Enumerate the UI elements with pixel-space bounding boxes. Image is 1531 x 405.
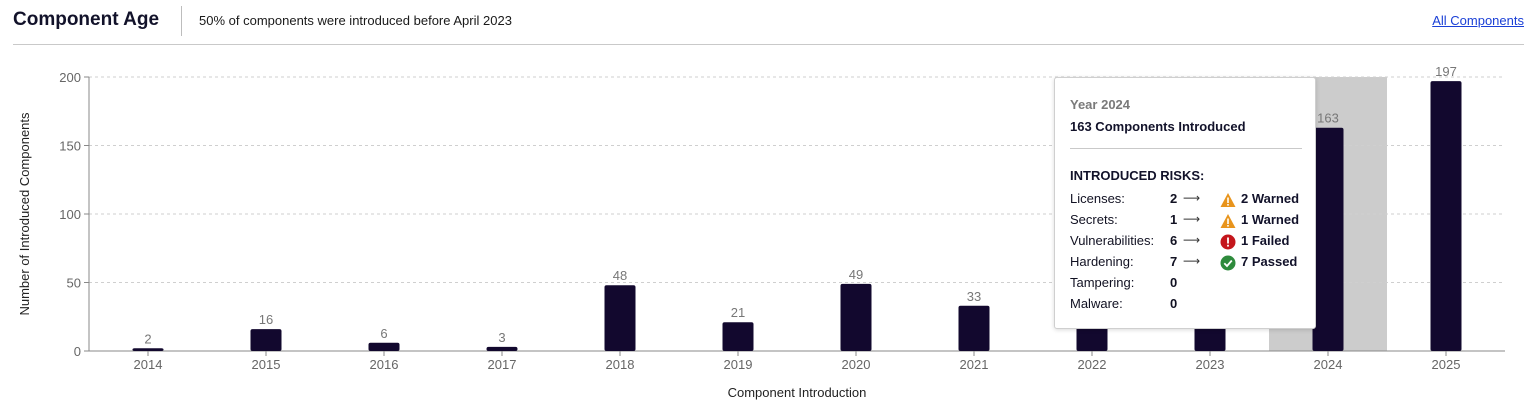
data-label: 2 — [144, 331, 151, 346]
x-tick-label: 2014 — [134, 357, 163, 372]
risk-row-malware: Malware: 0 — [1070, 296, 1310, 314]
arrow-icon: ⟶ — [1183, 191, 1201, 205]
data-label: 163 — [1317, 111, 1339, 126]
y-tick-label: 150 — [59, 139, 81, 154]
risk-row-vulnerabilities: Vulnerabilities: 6 ⟶ 1 Failed — [1070, 233, 1310, 251]
risk-row-hardening: Hardening: 7 ⟶ 7 Passed — [1070, 254, 1310, 272]
risk-row-tampering: Tampering: 0 — [1070, 275, 1310, 293]
risk-row-secrets: Secrets: 1 ⟶ 1 Warned — [1070, 212, 1310, 230]
risk-label: Licenses: — [1070, 191, 1125, 206]
data-label: 3 — [498, 330, 505, 345]
data-label: 16 — [259, 312, 273, 327]
x-tick-label: 2018 — [606, 357, 635, 372]
warning-icon — [1220, 193, 1236, 207]
tooltip-count: 163 Components Introduced — [1070, 119, 1246, 134]
x-axis-title: Component Introduction — [728, 385, 867, 400]
tooltip-divider — [1070, 148, 1302, 149]
bar — [604, 285, 636, 351]
page-title: Component Age — [13, 9, 160, 30]
y-tick-label: 50 — [67, 276, 81, 291]
risk-value: 0 — [1170, 275, 1178, 290]
data-label: 33 — [967, 289, 981, 304]
risk-label: Hardening: — [1070, 254, 1134, 269]
data-label: 6 — [380, 326, 387, 341]
x-tick-label: 2024 — [1314, 357, 1343, 372]
x-tick-label: 2016 — [370, 357, 399, 372]
data-label: 49 — [849, 267, 863, 282]
x-tick-label: 2015 — [252, 357, 281, 372]
header-divider — [181, 6, 182, 36]
page-subtitle: 50% of components were introduced before… — [199, 13, 512, 28]
bar — [1312, 127, 1344, 351]
bar — [486, 346, 518, 351]
risk-result: 1 Warned — [1241, 212, 1300, 227]
bar — [368, 342, 400, 351]
risk-value: 0 — [1170, 296, 1178, 311]
all-components-link[interactable]: All Components — [1432, 13, 1524, 28]
y-tick-label: 100 — [59, 207, 81, 222]
y-axis-title: Number of Introduced Components — [17, 112, 32, 316]
x-tick-label: 2021 — [960, 357, 989, 372]
x-tick-label: 2019 — [724, 357, 753, 372]
data-label: 48 — [613, 268, 627, 283]
risk-row-licenses: Licenses: 2 ⟶ 2 Warned — [1070, 191, 1310, 209]
arrow-icon: ⟶ — [1183, 254, 1201, 268]
x-tick-label: 2022 — [1078, 357, 1107, 372]
risk-result: 2 Warned — [1241, 191, 1300, 206]
risk-value: 7 — [1170, 254, 1178, 269]
error-icon — [1220, 234, 1236, 250]
x-tick-label: 2020 — [842, 357, 871, 372]
risk-result: 1 Failed — [1241, 233, 1290, 248]
bar — [132, 348, 164, 351]
tooltip-risks-heading: INTRODUCED RISKS: — [1070, 168, 1205, 183]
x-tick-label: 2025 — [1432, 357, 1461, 372]
chart-tooltip: Year 2024 163 Components Introduced INTR… — [1054, 77, 1316, 329]
x-tick-label: 2017 — [488, 357, 517, 372]
risk-result: 7 Passed — [1241, 254, 1298, 269]
risk-value: 2 — [1170, 191, 1178, 206]
risk-label: Vulnerabilities: — [1070, 233, 1155, 248]
bar — [250, 329, 282, 351]
x-tick-label: 2023 — [1196, 357, 1225, 372]
risk-label: Malware: — [1070, 296, 1123, 311]
check-icon — [1220, 255, 1236, 271]
arrow-icon: ⟶ — [1183, 212, 1201, 226]
data-label: 197 — [1435, 64, 1457, 79]
risk-label: Secrets: — [1070, 212, 1118, 227]
warning-icon — [1220, 214, 1236, 228]
y-tick-label: 200 — [59, 70, 81, 85]
bar — [840, 283, 872, 351]
data-label: 21 — [731, 305, 745, 320]
bar — [1430, 81, 1462, 352]
risk-value: 6 — [1170, 233, 1178, 248]
risk-value: 1 — [1170, 212, 1178, 227]
y-tick-label: 0 — [74, 344, 81, 359]
bar — [958, 305, 990, 351]
risk-label: Tampering: — [1070, 275, 1135, 290]
arrow-icon: ⟶ — [1183, 233, 1201, 247]
header-rule — [13, 44, 1524, 45]
tooltip-year: Year 2024 — [1070, 97, 1131, 112]
bar — [722, 322, 754, 351]
header: Component Age 50% of components were int… — [0, 0, 1531, 44]
